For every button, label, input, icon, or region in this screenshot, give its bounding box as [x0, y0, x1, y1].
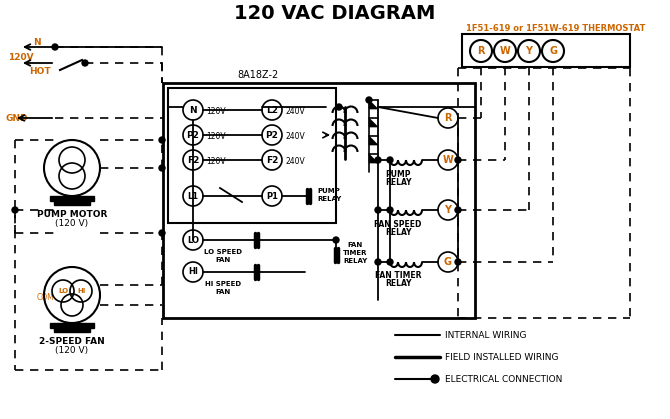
- Text: 2-SPEED FAN: 2-SPEED FAN: [39, 336, 105, 346]
- Text: R: R: [477, 46, 485, 56]
- Bar: [54, 201, 90, 205]
- Circle shape: [12, 207, 18, 213]
- Text: 1F51-619 or 1F51W-619 THERMOSTAT: 1F51-619 or 1F51W-619 THERMOSTAT: [466, 23, 646, 33]
- Text: Y: Y: [525, 46, 533, 56]
- Text: N: N: [34, 37, 41, 47]
- Text: RELAY: RELAY: [385, 228, 411, 236]
- Circle shape: [455, 259, 461, 265]
- Text: RELAY: RELAY: [343, 258, 367, 264]
- Circle shape: [159, 165, 165, 171]
- Circle shape: [387, 157, 393, 163]
- Text: 120V: 120V: [206, 106, 226, 116]
- Text: RELAY: RELAY: [385, 279, 411, 289]
- Text: 120V: 120V: [8, 52, 34, 62]
- Text: LO SPEED: LO SPEED: [204, 249, 242, 255]
- Circle shape: [387, 207, 393, 213]
- Circle shape: [375, 207, 381, 213]
- Polygon shape: [369, 118, 378, 127]
- Circle shape: [82, 60, 88, 66]
- Text: 120V: 120V: [206, 132, 226, 140]
- Text: 8A18Z-2: 8A18Z-2: [237, 70, 279, 80]
- Text: 240V: 240V: [285, 132, 305, 140]
- Text: PUMP: PUMP: [385, 170, 411, 178]
- Text: L2: L2: [266, 106, 278, 114]
- Bar: [50, 323, 94, 328]
- Text: 120 VAC DIAGRAM: 120 VAC DIAGRAM: [234, 3, 436, 23]
- Text: P2: P2: [265, 130, 279, 140]
- Text: FAN: FAN: [215, 257, 230, 263]
- Text: FAN TIMER: FAN TIMER: [375, 272, 421, 280]
- Text: Y: Y: [444, 205, 452, 215]
- Circle shape: [366, 97, 372, 103]
- Text: PUMP MOTOR: PUMP MOTOR: [37, 210, 107, 218]
- Circle shape: [336, 104, 342, 110]
- Circle shape: [455, 207, 461, 213]
- Text: G: G: [549, 46, 557, 56]
- Text: G: G: [444, 257, 452, 267]
- Text: 240V: 240V: [285, 157, 305, 166]
- Text: FAN: FAN: [215, 289, 230, 295]
- Text: LO: LO: [58, 288, 68, 294]
- Text: FIELD INSTALLED WIRING: FIELD INSTALLED WIRING: [445, 352, 559, 362]
- Circle shape: [333, 237, 339, 243]
- Text: GND: GND: [5, 114, 27, 122]
- Bar: [54, 328, 90, 332]
- Text: INTERNAL WIRING: INTERNAL WIRING: [445, 331, 527, 339]
- Bar: [163, 83, 475, 318]
- Text: L1: L1: [188, 191, 198, 201]
- Bar: [50, 196, 94, 201]
- Circle shape: [52, 44, 58, 50]
- Polygon shape: [369, 136, 378, 145]
- Circle shape: [375, 259, 381, 265]
- Text: N: N: [189, 106, 197, 114]
- Text: ELECTRICAL CONNECTION: ELECTRICAL CONNECTION: [445, 375, 562, 383]
- Text: HOT: HOT: [29, 67, 51, 75]
- Text: LO: LO: [187, 235, 199, 245]
- Bar: [168, 88, 336, 223]
- Text: P2: P2: [186, 130, 200, 140]
- Text: W: W: [443, 155, 454, 165]
- Text: HI: HI: [77, 288, 85, 294]
- Circle shape: [159, 230, 165, 236]
- Text: HI SPEED: HI SPEED: [205, 281, 241, 287]
- Circle shape: [387, 259, 393, 265]
- Text: TIMER: TIMER: [343, 250, 367, 256]
- Text: FAN SPEED: FAN SPEED: [375, 220, 421, 228]
- Bar: [462, 34, 630, 67]
- Text: FAN: FAN: [347, 242, 362, 248]
- Text: RELAY: RELAY: [385, 178, 411, 186]
- Text: 120V: 120V: [206, 157, 226, 166]
- Text: F2: F2: [187, 155, 199, 165]
- Circle shape: [431, 375, 439, 383]
- Circle shape: [159, 137, 165, 143]
- Polygon shape: [369, 154, 378, 163]
- Text: (120 V): (120 V): [56, 218, 88, 228]
- Text: P1: P1: [266, 191, 278, 201]
- Circle shape: [375, 157, 381, 163]
- Text: (120 V): (120 V): [56, 346, 88, 354]
- Text: PUMP: PUMP: [318, 188, 340, 194]
- Text: 240V: 240V: [285, 106, 305, 116]
- Text: RELAY: RELAY: [317, 196, 341, 202]
- Text: HI: HI: [188, 267, 198, 277]
- Text: COM: COM: [37, 293, 55, 303]
- Polygon shape: [369, 100, 378, 109]
- Text: F2: F2: [266, 155, 278, 165]
- Text: W: W: [500, 46, 511, 56]
- Text: R: R: [444, 113, 452, 123]
- Circle shape: [455, 157, 461, 163]
